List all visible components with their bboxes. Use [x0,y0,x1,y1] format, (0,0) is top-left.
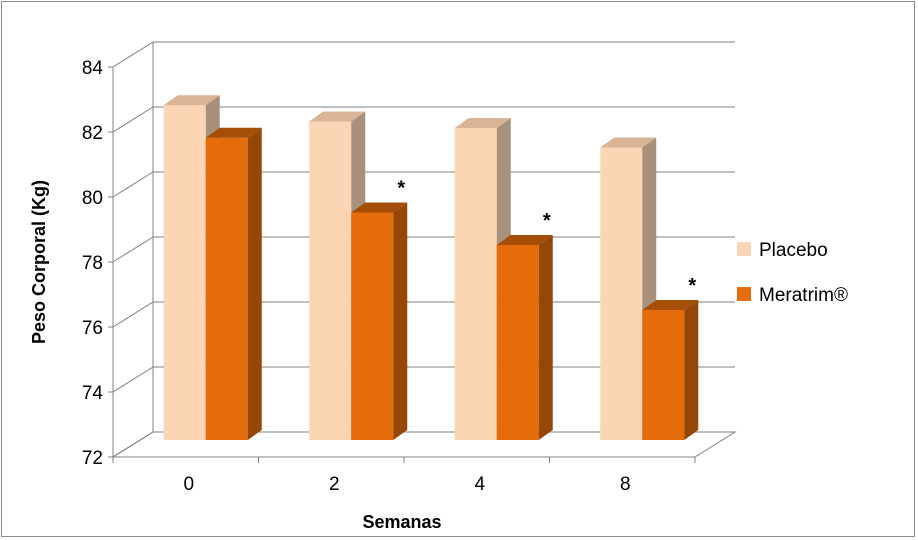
gridline-side [112,106,154,133]
significance-annotations: * * * [397,178,696,298]
x-tick-label: 8 [620,474,631,495]
bar [205,127,262,440]
y-tick-label: 74 [82,383,104,404]
bar-top [454,118,511,128]
bar-side [393,202,408,440]
bar-front [642,310,685,440]
bar-front [205,137,248,440]
bar-front [163,105,206,440]
bar [600,137,657,440]
x-axis-ticks: 0 2 4 8 [112,457,696,495]
legend-swatch [737,242,751,256]
significance-star: * [543,210,551,232]
y-tick-label: 72 [82,448,103,469]
bar [496,235,553,440]
bar-side [684,300,699,440]
bar-top [496,235,553,245]
bar-side [538,235,553,440]
bar-front [351,212,394,440]
y-tick-label: 78 [82,253,103,274]
gridline-side [112,171,154,198]
x-tick-label: 4 [474,474,485,495]
chart-floor [111,431,737,458]
bar [642,300,699,440]
y-axis-ticks: 72 74 76 78 80 82 84 [82,58,113,469]
bar-front [496,245,539,440]
bars [163,95,699,440]
legend: Placebo Meratrim® [737,240,848,306]
x-tick-label: 2 [329,474,340,495]
x-tick-label: 0 [183,474,194,495]
bar-front [309,121,352,440]
y-tick-label: 76 [82,318,103,339]
bar-front [600,147,643,440]
bar-side [247,127,262,440]
significance-star: * [688,275,696,297]
gridline-side [112,236,154,263]
legend-label: Placebo [759,240,828,261]
bar-top [205,127,262,138]
bar-front [454,128,497,440]
y-tick-label: 80 [82,188,103,209]
gridline-side [112,301,154,328]
bar [351,202,408,440]
gridline-side [112,366,154,393]
bar-top [600,137,657,148]
gridline-side [112,41,154,68]
floor-plane [111,431,737,458]
legend-label: Meratrim® [759,285,848,306]
bar-top [309,111,366,122]
legend-swatch [737,287,751,301]
x-axis-title: Semanas [362,512,441,532]
bar-top [351,202,408,213]
y-tick-label: 84 [82,58,104,79]
y-tick-label: 82 [82,123,103,144]
bar-top [163,95,220,106]
significance-star: * [397,178,405,200]
bar-top [642,300,699,310]
y-axis-title: Peso Corporal (Kg) [29,180,49,344]
